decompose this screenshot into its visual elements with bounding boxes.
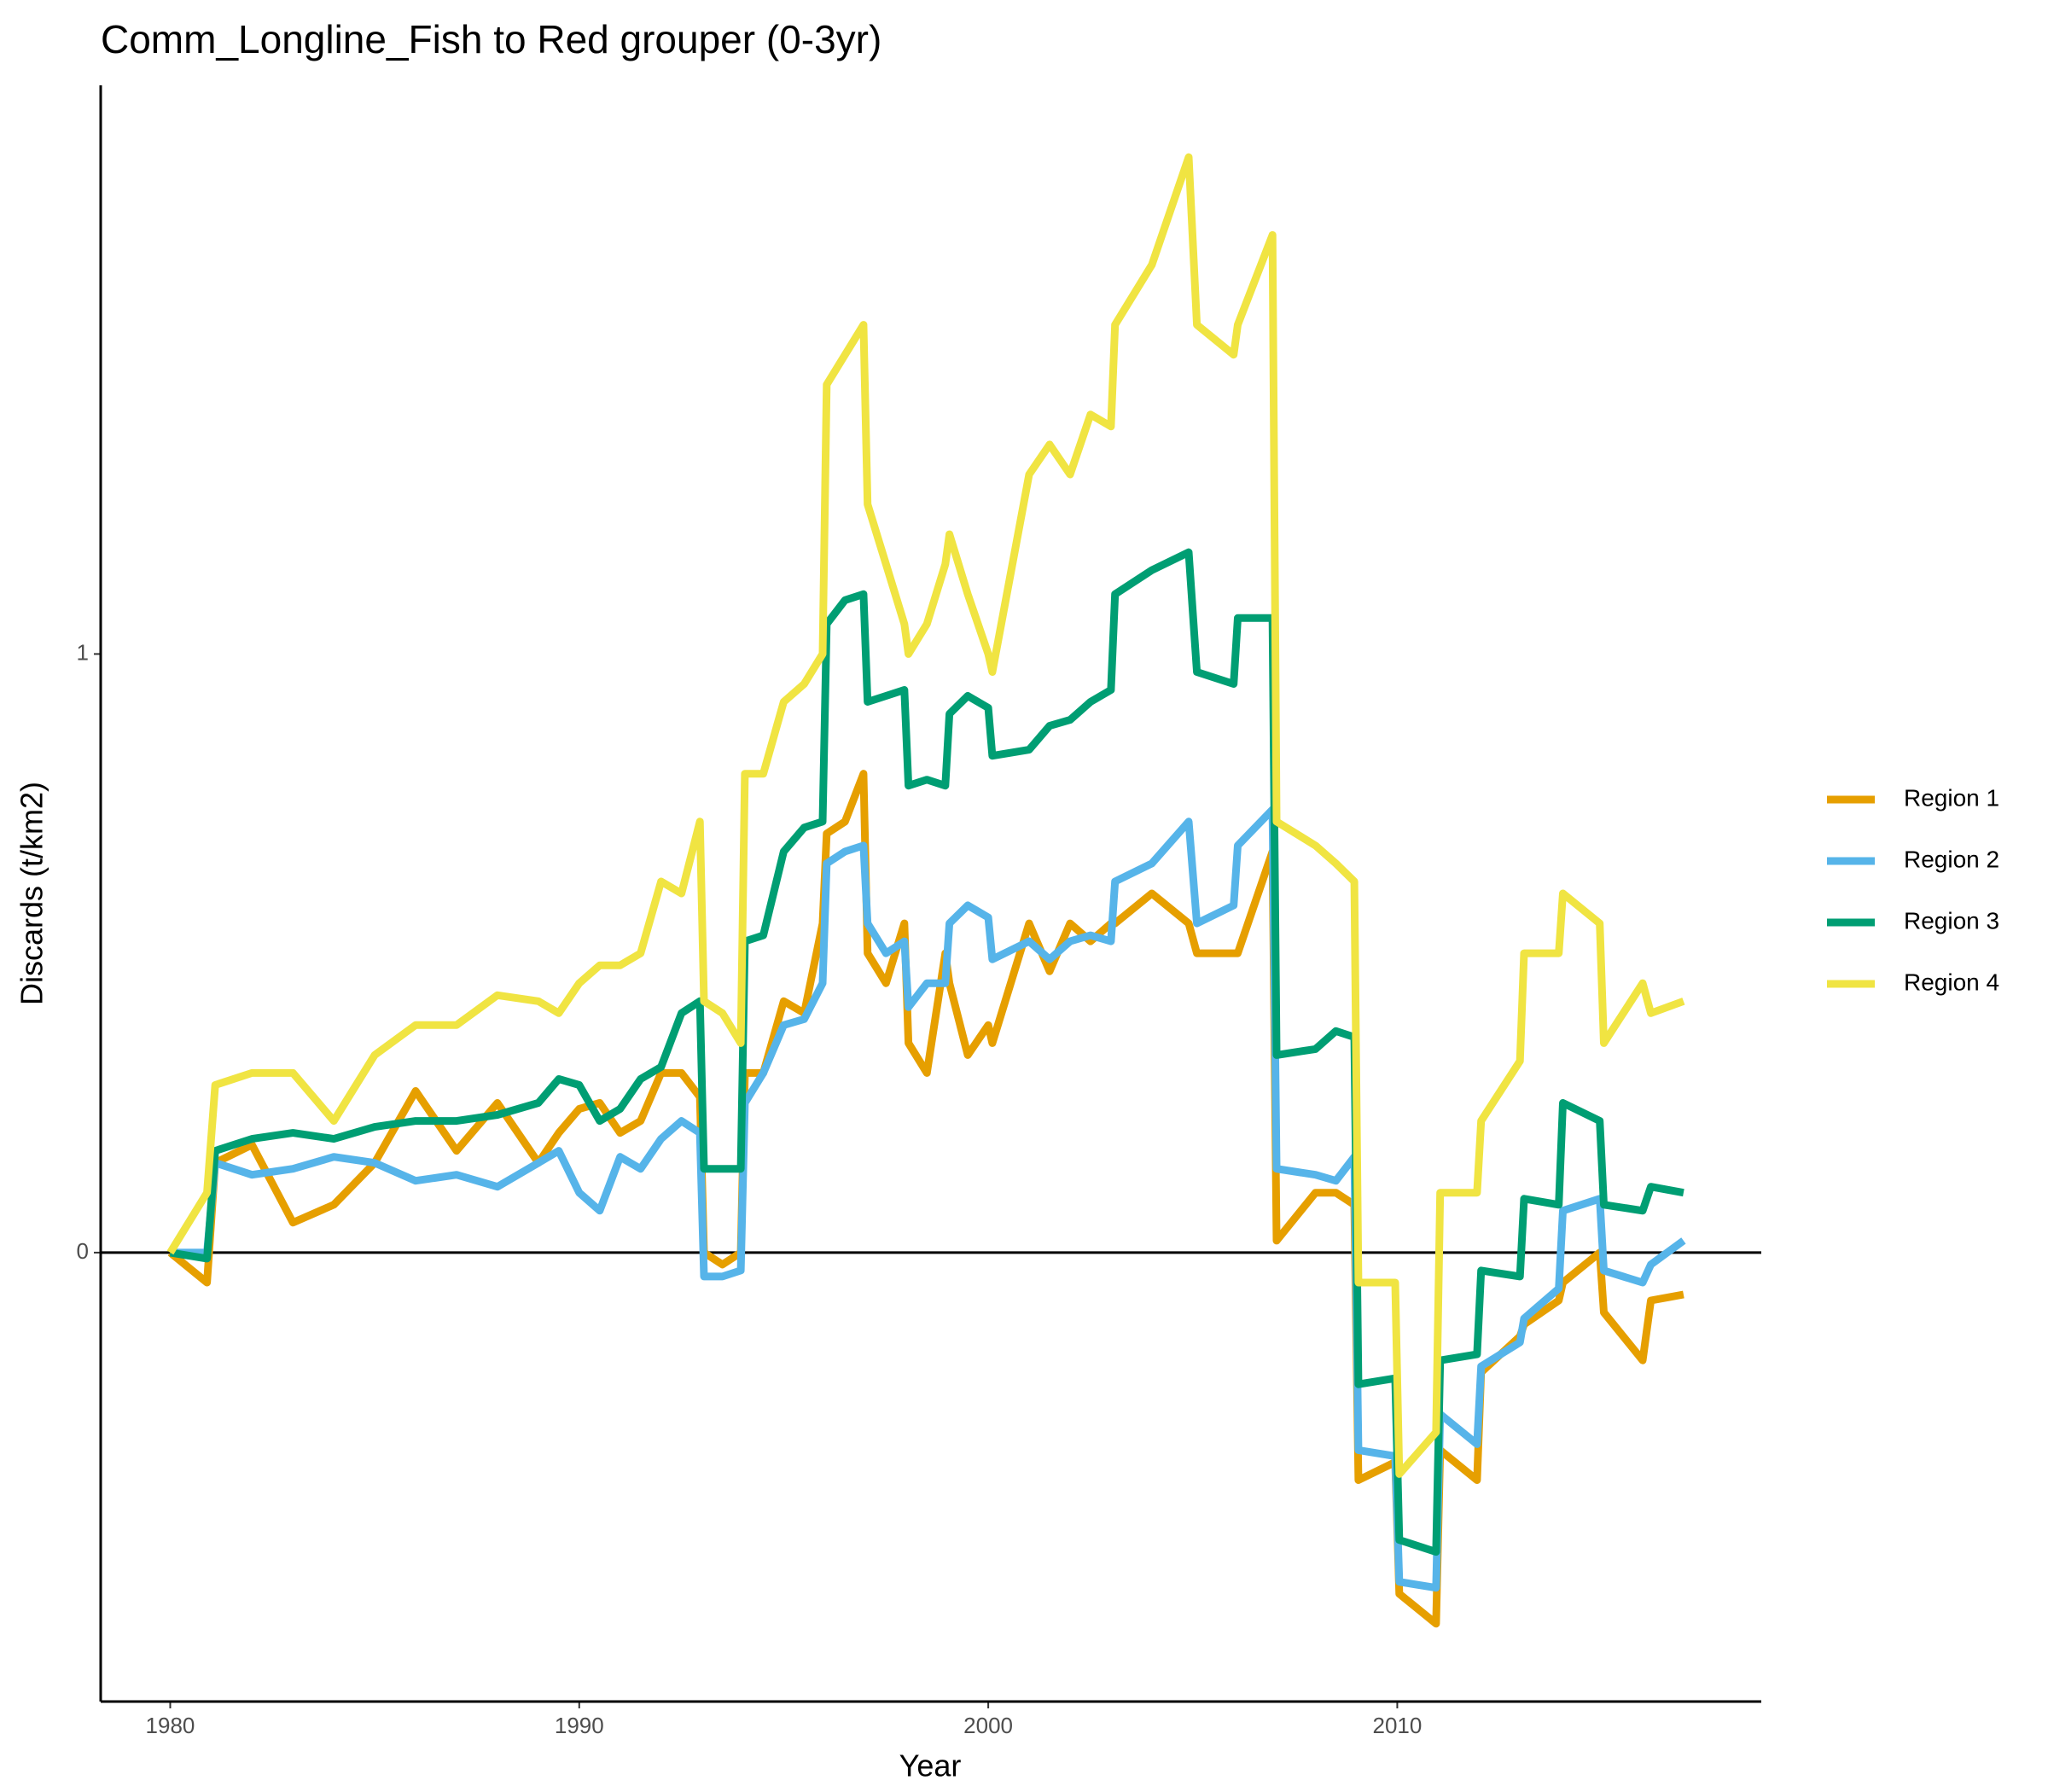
y-tick-label: 0: [77, 1238, 89, 1264]
series-line: [166, 153, 1685, 1478]
series-line: [167, 770, 1684, 1628]
x-axis-title: Year: [899, 1748, 962, 1783]
legend-label: Region 2: [1904, 846, 1999, 872]
x-tick-label: 1990: [555, 1713, 604, 1738]
x-tick-label: 2010: [1372, 1713, 1422, 1738]
series-line: [169, 548, 1684, 1556]
legend-label: Region 3: [1904, 907, 1999, 934]
x-tick-label: 1980: [146, 1713, 195, 1738]
x-tick-label: 2000: [963, 1713, 1013, 1738]
chart-title: Comm_Longline_Fish to Red grouper (0-3yr…: [101, 17, 881, 61]
legend-label: Region 4: [1904, 969, 1999, 995]
y-tick-label: 1: [77, 639, 89, 665]
y-axis-title: Discards (t/km2): [15, 782, 49, 1005]
series-line: [170, 806, 1686, 1592]
legend-label: Region 1: [1904, 784, 1999, 811]
